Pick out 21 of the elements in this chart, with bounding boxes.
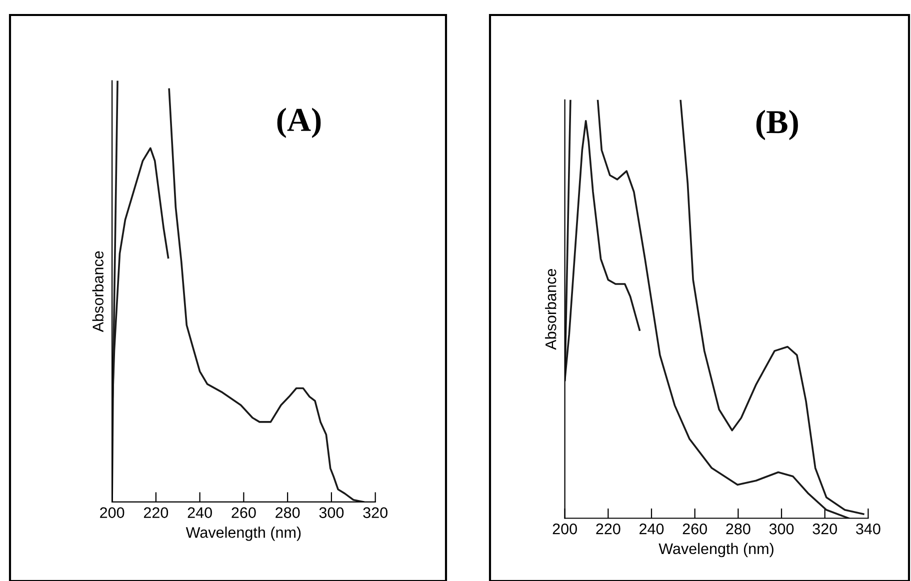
x-tick-label: 340 bbox=[856, 524, 880, 534]
x-tick-label: 280 bbox=[726, 524, 750, 534]
x-tick-label: 320 bbox=[812, 524, 837, 534]
text: (A) bbox=[277, 108, 321, 138]
x-axis-title: Wavelength (nm) bbox=[658, 542, 774, 558]
y-axis-title: Absorbance bbox=[545, 269, 556, 350]
x-tick-label: 280 bbox=[276, 507, 300, 518]
chart-title: (B) bbox=[756, 110, 798, 140]
x-tick-label: 260 bbox=[682, 524, 707, 534]
x-tick-label: 200 bbox=[552, 524, 577, 534]
x-tick-label: 260 bbox=[232, 507, 256, 518]
y-axis-title: Absorbance bbox=[92, 251, 104, 332]
x-tick-label: 220 bbox=[596, 524, 620, 534]
x-axis-title: Wavelength (nm) bbox=[186, 526, 301, 541]
x-tick-label: 240 bbox=[640, 524, 664, 534]
x-tick-label: 320 bbox=[363, 507, 388, 518]
x-tick-label: 240 bbox=[188, 507, 212, 518]
x-tick-label: 200 bbox=[100, 507, 124, 518]
x-tick-label: 300 bbox=[319, 507, 344, 518]
x-tick-label: 300 bbox=[769, 524, 794, 534]
x-tick-label: 220 bbox=[144, 507, 168, 518]
